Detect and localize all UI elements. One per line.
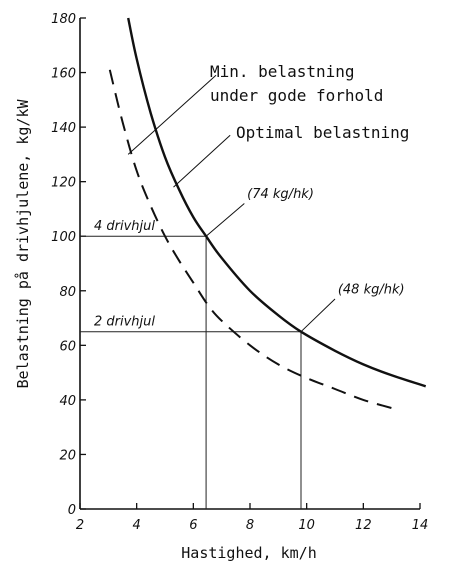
annotation-label: Optimal belastning xyxy=(236,123,409,142)
y-tick-label: 40 xyxy=(59,394,76,409)
y-tick-label: 120 xyxy=(51,176,76,191)
y-tick-label: 100 xyxy=(51,230,76,245)
x-axis-label: Hastighed, km/h xyxy=(181,544,316,562)
series-lines xyxy=(108,17,427,410)
x-tick-label: 6 xyxy=(189,518,197,533)
reference-lines: 4 drivhjul 2 drivhjul xyxy=(80,219,302,509)
y-tick-label: 140 xyxy=(51,121,76,136)
annotation-label: under gode forhold xyxy=(210,86,383,105)
point-label: (74 kg/hk) xyxy=(247,187,314,202)
point-label-leader xyxy=(205,203,245,237)
x-tick-label: 12 xyxy=(355,518,372,533)
y-tick-label: 0 xyxy=(68,503,76,518)
point-label: (48 kg/hk) xyxy=(338,283,405,298)
y-tick-label: 20 xyxy=(59,448,76,463)
annotation-leader xyxy=(127,74,217,155)
series-line-optimal-belastning xyxy=(127,17,427,388)
x-tick-label: 4 xyxy=(133,518,141,533)
y-tick-label: 80 xyxy=(59,285,76,300)
x-tick-label: 8 xyxy=(246,518,254,533)
y-axis-label: Belastning på drivhjulene, kg/kW xyxy=(14,99,32,389)
annotation-label: Min. belastning xyxy=(210,62,355,81)
x-tick-label: 2 xyxy=(76,518,84,533)
y-tick-label: 160 xyxy=(51,67,76,82)
y-tick-label: 180 xyxy=(51,12,76,27)
x-tick-label: 10 xyxy=(298,518,315,533)
annotation-leader xyxy=(173,134,231,188)
reference-line-label: 4 drivhjul xyxy=(94,219,155,234)
axes xyxy=(79,17,421,510)
annotations: (74 kg/hk) (48 kg/hk) Min. belastning under… xyxy=(127,62,409,333)
point-label-leader xyxy=(300,298,336,333)
reference-line-label: 2 drivhjul xyxy=(94,315,155,330)
x-tick-label: 14 xyxy=(412,518,429,533)
y-tick-label: 60 xyxy=(59,339,76,354)
